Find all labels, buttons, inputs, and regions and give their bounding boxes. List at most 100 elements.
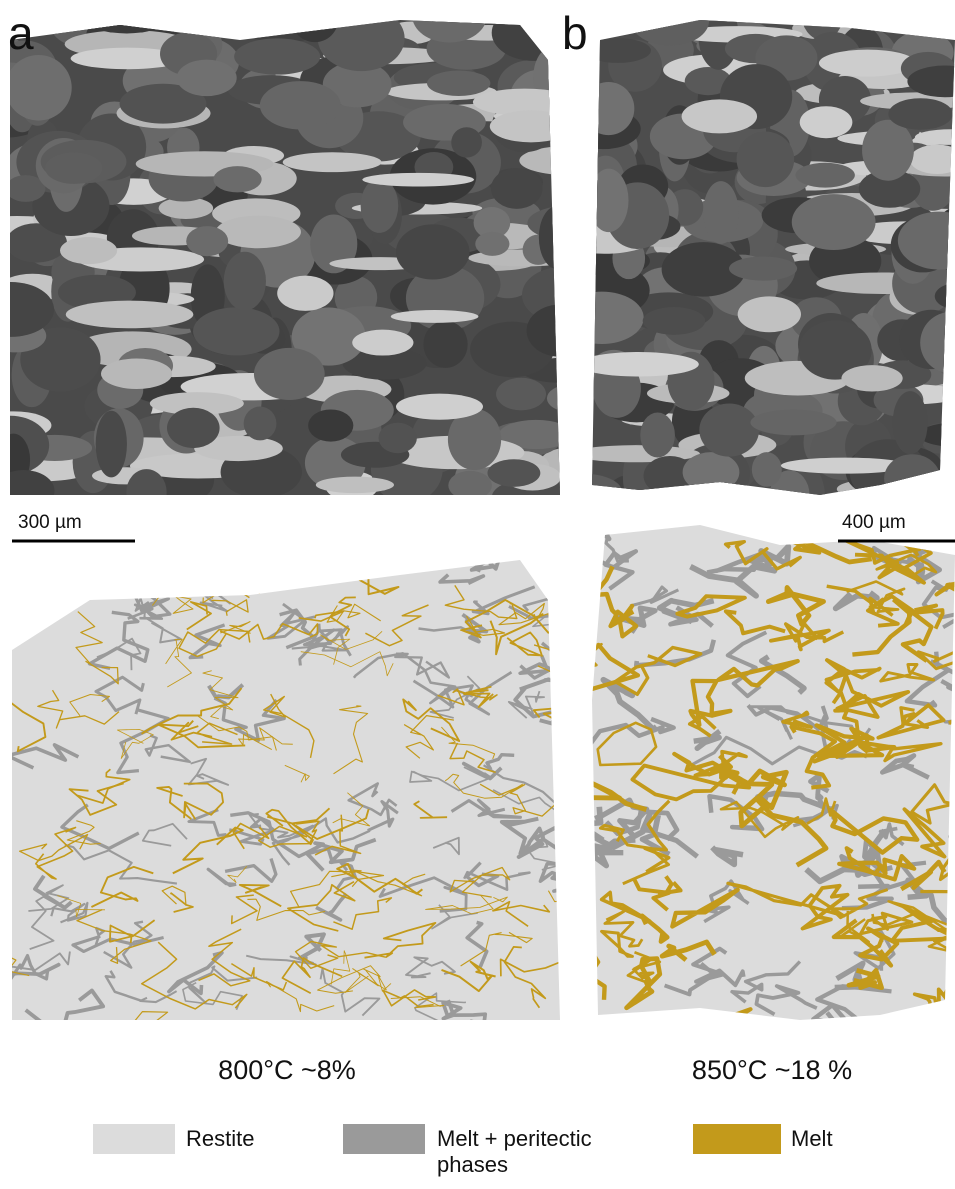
grain (499, 419, 560, 450)
vein (60, 803, 140, 851)
vein (378, 876, 468, 913)
vein (846, 580, 906, 613)
grain (259, 81, 341, 130)
vein (12, 951, 71, 1000)
vein (746, 704, 829, 732)
vein (883, 742, 943, 763)
vein (507, 690, 545, 719)
vein (298, 610, 345, 622)
grain (248, 20, 322, 31)
grain (487, 459, 541, 487)
vein (248, 812, 314, 858)
vein (202, 670, 239, 720)
vein (844, 846, 885, 876)
grain (888, 98, 953, 130)
vein (938, 826, 955, 881)
grain (158, 197, 214, 219)
vein (461, 761, 503, 781)
vein (808, 772, 830, 809)
grain (126, 469, 167, 495)
vein (656, 597, 715, 625)
vein (463, 870, 531, 891)
vein (90, 865, 154, 908)
vein (830, 888, 889, 920)
grain (795, 162, 855, 188)
vein (629, 585, 680, 608)
vein (675, 594, 747, 619)
vein (141, 687, 243, 735)
vein (333, 705, 369, 775)
vein (187, 808, 227, 837)
grain (396, 393, 483, 420)
vein (438, 573, 486, 586)
vein (332, 792, 371, 827)
vein (659, 939, 717, 962)
vein (689, 556, 778, 599)
vein (592, 780, 648, 812)
vein (643, 799, 671, 874)
legend-label: Restite (186, 1126, 255, 1151)
vein (284, 764, 310, 783)
vein (410, 1024, 452, 1062)
vein (833, 690, 911, 719)
vein (592, 642, 641, 693)
grain (496, 377, 547, 411)
vein (854, 552, 926, 585)
grain (427, 70, 491, 96)
grain (918, 422, 955, 448)
grain (862, 119, 914, 181)
vein (50, 901, 89, 924)
vein (347, 782, 398, 817)
vein (165, 638, 192, 688)
vein (290, 870, 385, 909)
vein (431, 904, 478, 930)
vein (258, 565, 307, 584)
vein (441, 960, 496, 993)
vein (220, 621, 251, 634)
grain (699, 403, 760, 457)
micrograph-a (10, 20, 560, 495)
grain (858, 169, 921, 208)
grain (89, 20, 164, 34)
grain (423, 320, 468, 368)
vein (876, 703, 946, 740)
vein (149, 566, 187, 594)
vein (600, 676, 659, 733)
vein (479, 783, 560, 817)
grain (751, 452, 782, 487)
vein (207, 683, 245, 700)
vein (425, 894, 508, 915)
vein (916, 633, 955, 671)
micrograph-b (592, 20, 955, 495)
legend-label: Melt (791, 1126, 833, 1151)
grain (378, 422, 417, 454)
vein (691, 946, 746, 988)
grain (282, 152, 382, 173)
grain (70, 47, 184, 70)
vein (71, 934, 164, 954)
vein (900, 859, 947, 892)
grain (291, 307, 366, 366)
vein (441, 726, 496, 760)
grain (360, 178, 399, 233)
vein (364, 922, 437, 959)
grain (215, 215, 301, 249)
vein (726, 881, 846, 918)
vein (196, 722, 238, 745)
vein (592, 525, 613, 543)
vein (471, 585, 536, 616)
vein (482, 764, 560, 817)
vein (765, 585, 826, 627)
vein (532, 600, 560, 636)
panel-label: b (562, 7, 588, 59)
grain (317, 20, 405, 72)
vein (499, 816, 546, 856)
grain (65, 300, 194, 329)
grain (592, 473, 622, 495)
vein (238, 883, 282, 908)
grain (736, 131, 795, 188)
grain (892, 391, 928, 455)
vein (920, 889, 955, 904)
vein (460, 931, 533, 967)
legend-swatch (343, 1124, 425, 1154)
